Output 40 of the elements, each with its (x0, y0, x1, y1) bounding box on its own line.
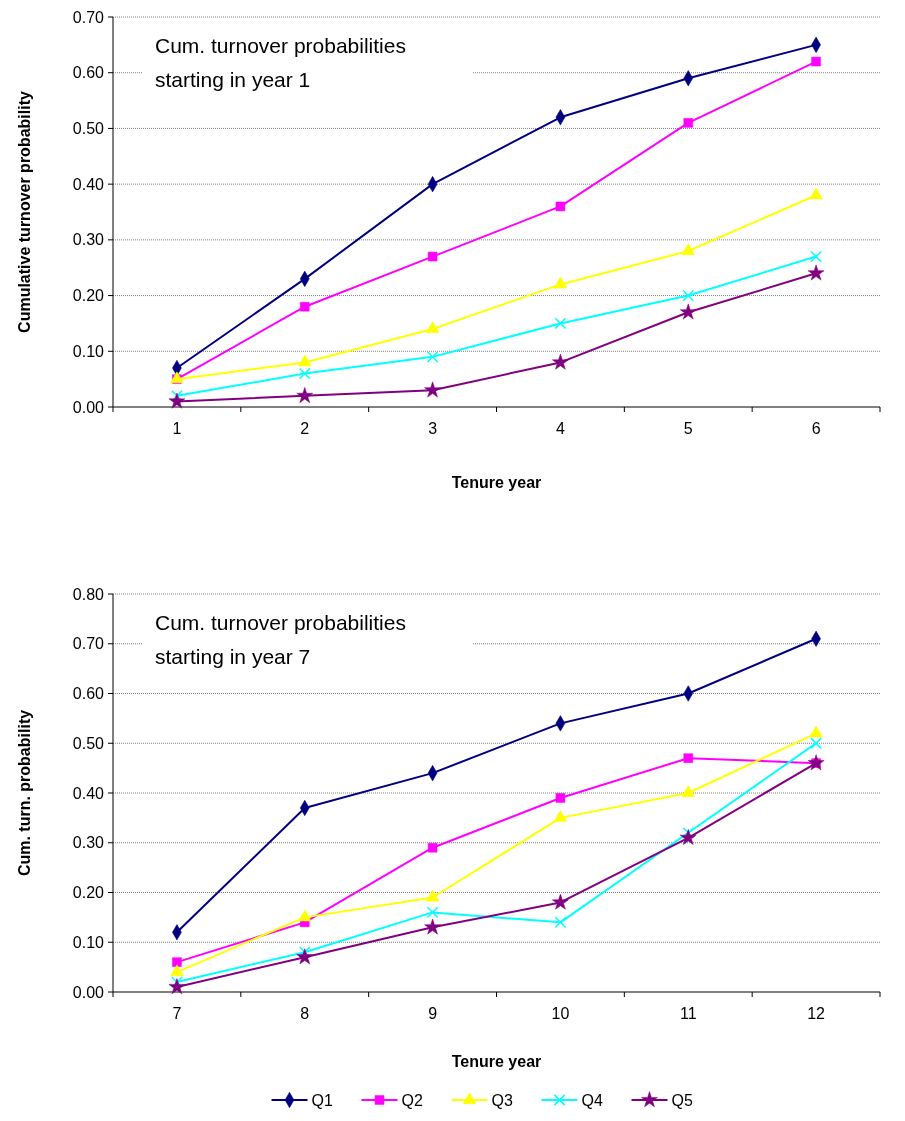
y-tick-label: 0.30 (72, 834, 105, 852)
legend-label: Q4 (581, 1091, 603, 1109)
x-tick-label: 12 (807, 1005, 826, 1022)
legend-label: Q5 (671, 1091, 693, 1109)
y-tick-label: 0.50 (72, 734, 105, 752)
y-axis-title: Cumulative turnover probability (15, 90, 33, 333)
y-tick-label: 0.00 (72, 983, 105, 1001)
y-tick-label: 0.60 (72, 64, 105, 82)
x-tick-label: 3 (428, 420, 438, 437)
y-axis-title: Cum. turn. probability (15, 709, 33, 877)
legend-label: Q3 (491, 1091, 513, 1109)
y-tick-label: 0.80 (72, 585, 105, 603)
text: Cum. turnover probabilities starting in year 1 (155, 34, 406, 91)
x-tick-label: 8 (300, 1005, 310, 1022)
legend-label: Q2 (401, 1091, 423, 1109)
y-tick-label: 0.70 (72, 8, 105, 26)
y-tick-label: 0.20 (72, 884, 105, 902)
x-tick-label: 2 (300, 420, 310, 437)
y-tick-label: 0.00 (72, 398, 105, 416)
x-axis-title: Tenure year (451, 474, 542, 491)
y-tick-label: 0.20 (72, 287, 105, 305)
x-tick-label: 9 (428, 1005, 438, 1022)
x-tick-label: 5 (683, 420, 693, 437)
y-tick-label: 0.40 (72, 175, 105, 193)
y-tick-label: 0.10 (72, 342, 105, 360)
x-tick-label: 6 (811, 420, 821, 437)
y-tick-label: 0.70 (72, 635, 105, 653)
y-tick-label: 0.60 (72, 685, 105, 703)
y-tick-label: 0.10 (72, 933, 105, 951)
x-tick-label: 4 (555, 420, 565, 437)
y-tick-label: 0.40 (72, 784, 105, 802)
x-tick-label: 10 (551, 1005, 570, 1022)
x-tick-label: 7 (172, 1005, 182, 1022)
legend-label: Q1 (311, 1091, 333, 1109)
y-tick-label: 0.50 (72, 120, 105, 138)
x-tick-label: 11 (679, 1005, 697, 1022)
y-tick-label: 0.30 (72, 231, 105, 249)
x-axis-title: Tenure year (451, 1053, 542, 1070)
x-tick-label: 1 (172, 420, 182, 437)
text: Cum. turnover probabilities starting in year 7 (155, 611, 406, 668)
